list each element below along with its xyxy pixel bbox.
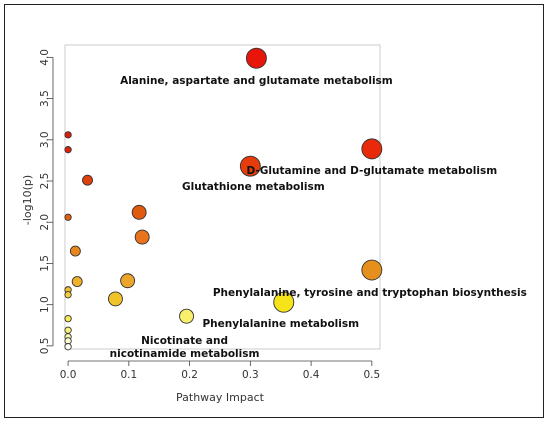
pathway-label: Glutathione metabolism	[182, 181, 325, 193]
x-tick-label: 0.3	[242, 369, 259, 381]
y-tick-label: 4.0	[39, 49, 51, 66]
y-tick-label: 1.5	[39, 255, 51, 272]
x-tick-label: 0.2	[181, 369, 198, 381]
pathway-label: Phenylalanine metabolism	[202, 318, 359, 330]
y-tick-label: 1.0	[39, 296, 51, 313]
scatter-plot: 0.0 0.1 0.2 0.3 0.4 0.5 0.5 1.0 1.5 2.0 2.5 3.0 3.5 4…	[21, 44, 527, 404]
y-tick-label: 2.5	[39, 173, 51, 190]
figure-frame: 0.0 0.1 0.2 0.3 0.4 0.5 0.5 1.0 1.5 2.0 2.5 3.0 3.5 4…	[4, 4, 544, 418]
y-tick-label: 2.0	[39, 214, 51, 231]
x-tick-label: 0.5	[363, 369, 380, 381]
x-axis-title: Pathway Impact	[176, 391, 265, 404]
y-tick-label: 3.5	[39, 90, 51, 107]
data-point	[361, 138, 383, 160]
y-tick-label: 3.0	[39, 131, 51, 148]
data-point	[69, 245, 81, 257]
y-axis-title: -log10(p)	[21, 175, 34, 225]
data-point	[108, 291, 123, 307]
axes: 0.0 0.1 0.2 0.3 0.4 0.5 0.5 1.0 1.5 2.0 2.5 3.0 3.5 4…	[39, 44, 381, 381]
pathway-label: Alanine, aspartate and glutamate metabol…	[120, 75, 393, 87]
data-point	[82, 174, 93, 186]
data-point	[64, 315, 72, 323]
data-point	[179, 308, 194, 324]
x-tick-label: 0.0	[60, 369, 77, 381]
data-point	[71, 276, 83, 288]
data-point	[64, 343, 72, 351]
pathway-label: D-Glutamine and D-glutamate metabolism	[247, 165, 498, 177]
data-point	[134, 229, 150, 245]
data-point	[64, 291, 72, 299]
data-point	[239, 155, 261, 177]
data-point	[64, 131, 72, 139]
pathway-label: Phenylalanine, tyrosine and tryptophan b…	[213, 287, 527, 299]
data-point	[273, 291, 295, 313]
data-point	[361, 259, 383, 281]
data-point	[131, 204, 147, 220]
data-point	[64, 326, 72, 334]
plot-box	[64, 44, 381, 350]
y-tick-label: 0.5	[39, 338, 51, 355]
pathway-label: Nicotinate and	[141, 335, 228, 347]
data-point	[64, 213, 72, 221]
data-point	[245, 47, 267, 69]
data-point	[120, 273, 136, 289]
x-tick-label: 0.1	[120, 369, 137, 381]
pathway-label: nicotinamide metabolism	[110, 348, 260, 360]
x-tick-label: 0.4	[303, 369, 320, 381]
data-point	[64, 146, 72, 154]
points-layer	[64, 47, 383, 351]
annotations-layer: Alanine, aspartate and glutamate metabol…	[110, 75, 527, 360]
